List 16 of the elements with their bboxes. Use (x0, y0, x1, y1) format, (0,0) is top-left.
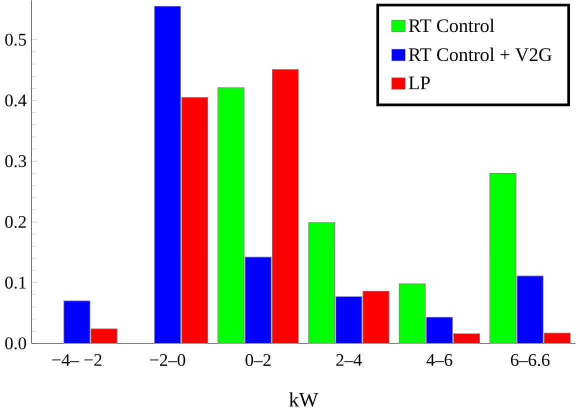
x-axis-title: kW (289, 392, 318, 407)
x-tick-label: 2–4 (336, 354, 362, 366)
x-tick-label: −4– −2 (52, 354, 102, 366)
legend-label: RT Control + V2G (408, 48, 552, 62)
y-tick-label: 0.5 (5, 34, 26, 46)
y-tick-label: 0.2 (5, 216, 26, 228)
x-tick-label: 0–2 (246, 354, 271, 366)
legend-label: RT Control (408, 18, 494, 32)
legend-label: LP (408, 76, 430, 90)
y-tick-label: 0.4 (5, 94, 26, 106)
x-tick-label: −2–0 (150, 354, 186, 366)
y-tick-label: 0.0 (5, 337, 26, 350)
x-tick-label: 6–6.6 (510, 354, 550, 366)
x-tick-label: 4–6 (426, 354, 452, 366)
y-tick-label: 0.3 (5, 155, 26, 168)
y-tick-label: 0.1 (5, 276, 26, 289)
